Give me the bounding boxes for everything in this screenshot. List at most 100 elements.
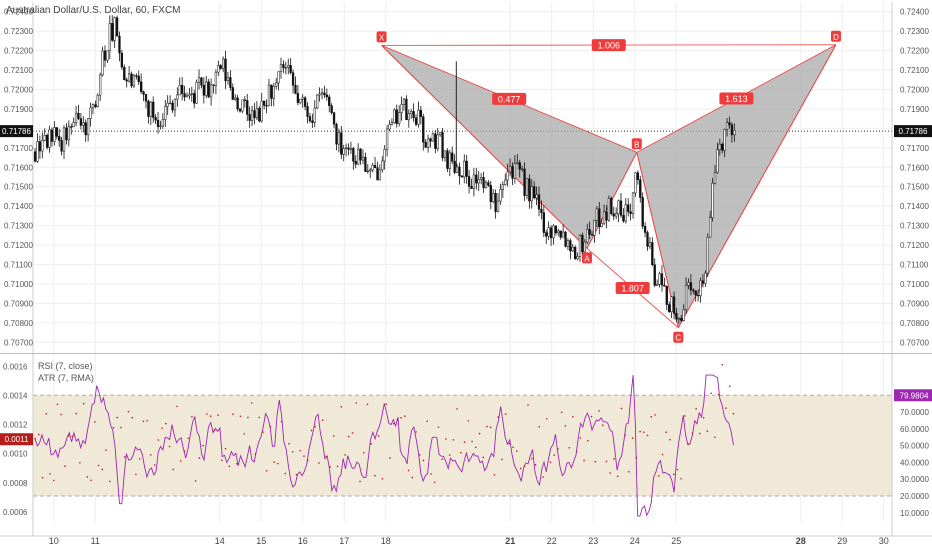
atr-dot	[676, 468, 679, 471]
candle-body	[583, 241, 586, 253]
x-tick-label: 10	[49, 536, 59, 546]
atr-dot	[79, 461, 81, 464]
candle-body	[586, 229, 589, 243]
atr-dot	[512, 446, 514, 449]
atr-dot	[94, 421, 96, 423]
candle-body	[716, 149, 719, 173]
candle-body	[125, 79, 128, 82]
candle-body	[479, 177, 483, 180]
pattern-point-badge	[830, 30, 841, 42]
atr-dot	[202, 444, 204, 447]
candle-body	[89, 107, 92, 119]
candle-body	[65, 127, 68, 141]
candle-body	[721, 143, 724, 151]
x-tick-label: 18	[381, 536, 391, 546]
candle-body	[547, 227, 550, 237]
atr-dot	[108, 480, 111, 483]
price-tick-label: 0.71400	[900, 202, 929, 211]
atr-dot	[269, 425, 272, 428]
leg-xa	[381, 45, 588, 249]
atr-dot	[456, 408, 458, 410]
candle-body	[533, 186, 536, 199]
atr-dot	[389, 457, 391, 459]
atr-dot	[702, 416, 705, 419]
candle-body	[287, 65, 290, 68]
atr-dot	[605, 460, 608, 463]
candle-body	[602, 211, 606, 224]
atr-dot	[381, 478, 384, 480]
atr-dot	[258, 416, 260, 419]
candle-body	[43, 135, 46, 141]
candle-body	[127, 73, 131, 82]
atr-dot	[527, 404, 529, 406]
atr-dot	[714, 436, 716, 439]
atr-dot	[594, 460, 597, 463]
candle-body	[694, 290, 697, 296]
candle-body	[487, 182, 490, 186]
atr-dot	[176, 405, 178, 408]
candle-body	[559, 230, 562, 238]
candle-body	[588, 229, 591, 235]
atr-axis-label: 0.0014	[3, 392, 28, 401]
candle-body	[465, 160, 468, 177]
candle-body	[460, 175, 463, 178]
atr-dot	[691, 432, 694, 434]
atr-dot	[538, 425, 541, 428]
candle-body	[308, 116, 312, 122]
candle-body	[255, 108, 259, 118]
atr-dot	[695, 408, 697, 410]
candle-body	[243, 99, 246, 101]
candle-body	[566, 240, 570, 247]
candle-body	[217, 65, 220, 73]
candle-body	[371, 165, 374, 171]
candle-body	[395, 109, 398, 124]
candle-body	[610, 198, 613, 215]
candle-body	[523, 168, 526, 196]
candle-body	[653, 264, 656, 286]
price-tick-label: 0.71600	[900, 163, 929, 172]
candle-body	[161, 119, 165, 127]
candle-body	[132, 75, 136, 87]
atr-dot	[277, 462, 279, 465]
rsi-axis-label: 70.0000	[900, 408, 929, 417]
atr-dot	[620, 407, 623, 410]
candle-body	[118, 35, 121, 54]
candle-body	[477, 179, 480, 184]
current-price-label-left: 0.71786	[2, 127, 31, 136]
candle-body	[282, 64, 285, 68]
atr-dot	[179, 460, 182, 462]
candle-body	[554, 225, 558, 234]
candle-body	[668, 304, 671, 313]
xab-triangle	[381, 45, 637, 249]
price-tick-label-left: 0.71100	[4, 261, 33, 270]
candle-body	[730, 124, 734, 136]
atr-dot	[71, 435, 74, 438]
candle-body	[501, 184, 504, 190]
x-tick-label: 25	[671, 536, 681, 546]
candle-body	[549, 227, 553, 239]
pattern-point-badge	[631, 138, 642, 150]
candle-body	[173, 98, 177, 111]
candle-body	[289, 65, 292, 73]
atr-dot	[407, 469, 410, 472]
candle-body	[48, 129, 51, 148]
atr-dot	[64, 465, 66, 467]
atr-axis-label: 0.0006	[3, 508, 28, 517]
rsi-axis-label: 10.0000	[900, 509, 929, 518]
atr-dot	[146, 420, 148, 422]
candle-body	[506, 171, 509, 181]
price-tick-label: 0.71500	[900, 183, 929, 192]
candle-body	[496, 200, 500, 212]
ratio-badge	[591, 39, 626, 52]
candle-body	[144, 94, 148, 102]
candle-body	[147, 100, 150, 117]
candle-body	[689, 282, 693, 291]
candlesticks	[33, 15, 736, 324]
atr-dot	[191, 415, 193, 418]
candle-body	[200, 77, 203, 86]
atr-dot	[508, 442, 511, 445]
atr-dot	[273, 461, 275, 463]
candle-body	[369, 169, 372, 172]
candle-body	[636, 172, 640, 180]
